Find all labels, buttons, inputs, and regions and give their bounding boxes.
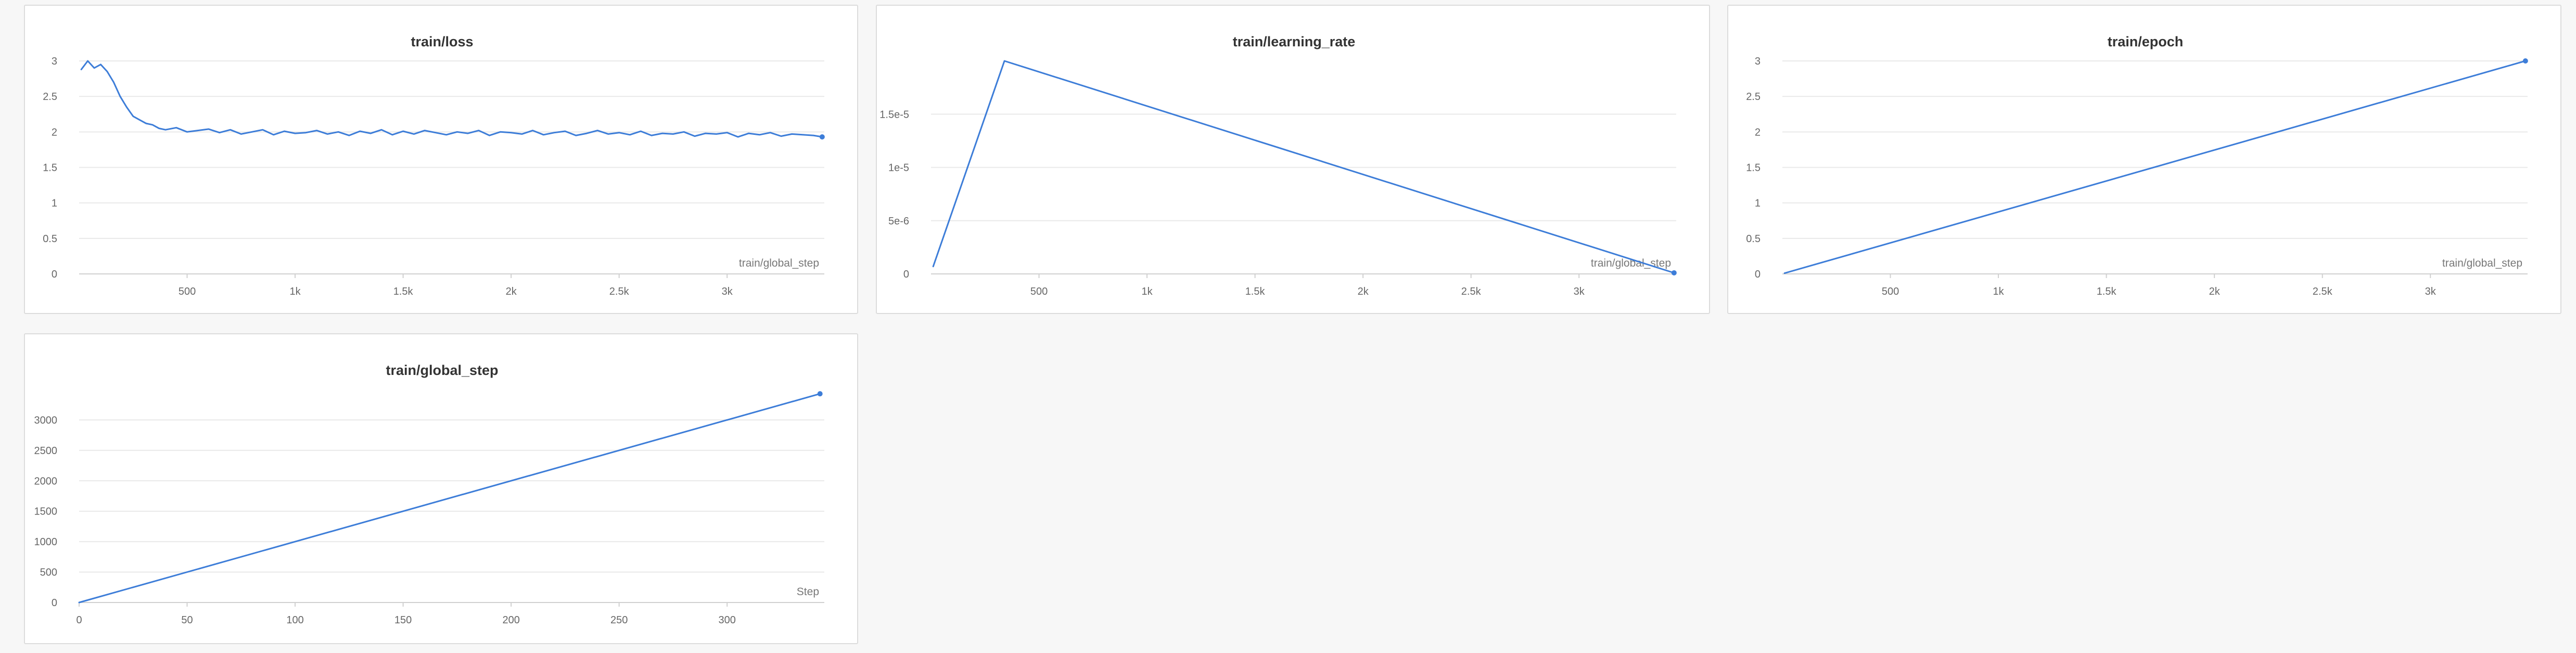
x-tick-label: 3k [1574, 286, 1585, 297]
y-tick-label: 0 [52, 269, 57, 280]
series-end-point [817, 391, 823, 397]
x-tick-label: 100 [286, 614, 303, 626]
chart-panel-train-epoch: train/epoch 0 0.5 1 1.5 2 2.5 3 500 1k 1.5k 2k 2.5k 3… [1727, 5, 2561, 314]
y-tick-label: 0.5 [43, 233, 57, 245]
x-axis-label: train/global_step [739, 257, 819, 269]
y-tick-label: 1500 [34, 506, 58, 518]
x-axis-label: Step [797, 586, 819, 598]
x-tick-label: 500 [1882, 286, 1899, 297]
y-tick-label: 2 [52, 127, 57, 138]
chart-title: train/loss [411, 34, 473, 49]
y-tick-label: 1.5e-5 [879, 109, 909, 120]
y-tick-label: 0 [1755, 269, 1761, 280]
series-line [932, 60, 1675, 274]
y-tick-label: 3 [1755, 56, 1761, 67]
chart-panel-train-global-step: train/global_step 0 500 1000 1500 2000 2500 300… [24, 333, 858, 644]
y-tick-label: 0 [903, 269, 909, 280]
x-tick-label: 1.5k [1245, 286, 1266, 297]
y-tick-label: 0 [52, 597, 57, 609]
y-tick-label: 2.5 [1746, 91, 1761, 103]
x-tick-label: 0 [76, 614, 82, 626]
series-end-point [819, 134, 825, 140]
x-tick-label: 2k [506, 286, 517, 297]
chart-title: train/global_step [386, 362, 498, 378]
x-tick-label: 3k [2425, 286, 2437, 297]
series-end-point [1671, 270, 1677, 275]
chart-panel-train-learning-rate: train/learning_rate 0 5e-6 1e-5 1.5e-5 500 1k 1… [876, 5, 1710, 314]
series-line [1783, 60, 2527, 274]
series-line [80, 60, 823, 138]
x-tick-label: 2.5k [609, 286, 630, 297]
x-tick-label: 150 [394, 614, 412, 626]
y-tick-label: 500 [40, 567, 57, 579]
x-tick-label: 1.5k [393, 286, 414, 297]
x-tick-label: 2k [1358, 286, 1369, 297]
x-tick-label: 500 [178, 286, 196, 297]
y-tick-label: 3000 [34, 415, 58, 426]
y-tick-label: 1 [1755, 198, 1761, 209]
y-tick-label: 2000 [34, 475, 58, 487]
y-tick-label: 2500 [34, 445, 58, 457]
x-tick-label: 1.5k [2097, 286, 2117, 297]
x-tick-label: 300 [719, 614, 736, 626]
x-axis-label: train/global_step [2442, 257, 2522, 269]
x-tick-label: 500 [1030, 286, 1048, 297]
series-end-point [2522, 58, 2528, 64]
y-tick-label: 5e-6 [888, 216, 909, 227]
y-tick-label: 1.5 [1746, 162, 1761, 174]
y-tick-label: 1e-5 [888, 162, 909, 174]
x-tick-label: 1k [290, 286, 301, 297]
y-tick-label: 0.5 [1746, 233, 1761, 245]
chart-train-learning-rate: train/learning_rate 0 5e-6 1e-5 1.5e-5 500 1k 1… [879, 34, 1677, 297]
x-tick-label: 3k [722, 286, 733, 297]
x-tick-label: 2k [2209, 286, 2221, 297]
y-tick-label: 3 [52, 56, 57, 67]
x-tick-label: 250 [610, 614, 628, 626]
y-tick-label: 1 [52, 198, 57, 209]
chart-title: train/epoch [2108, 34, 2184, 49]
x-tick-label: 200 [502, 614, 519, 626]
y-tick-label: 1000 [34, 536, 58, 548]
chart-train-epoch: train/epoch 0 0.5 1 1.5 2 2.5 3 500 1k 1.5k 2k 2.5k 3… [1746, 34, 2528, 297]
chart-train-loss: train/loss 0 0.5 1 1.5 2 2.5 3 500 1k 1.5k 2k 2.5k 3k… [43, 34, 825, 297]
x-tick-label: 2.5k [1461, 286, 1482, 297]
y-tick-label: 2 [1755, 127, 1761, 138]
y-tick-label: 1.5 [43, 162, 57, 174]
x-tick-label: 1k [1142, 286, 1153, 297]
chart-title: train/learning_rate [1233, 34, 1356, 49]
x-tick-label: 2.5k [2313, 286, 2333, 297]
y-tick-label: 2.5 [43, 91, 57, 103]
chart-panel-train-loss: train/loss 0 0.5 1 1.5 2 2.5 3 500 1k 1.5k 2k 2.5k 3k… [24, 5, 858, 314]
x-tick-label: 50 [181, 614, 193, 626]
chart-train-global-step: train/global_step05001000150020002500300… [34, 362, 824, 626]
series-line [78, 393, 821, 604]
x-tick-label: 1k [1993, 286, 2005, 297]
